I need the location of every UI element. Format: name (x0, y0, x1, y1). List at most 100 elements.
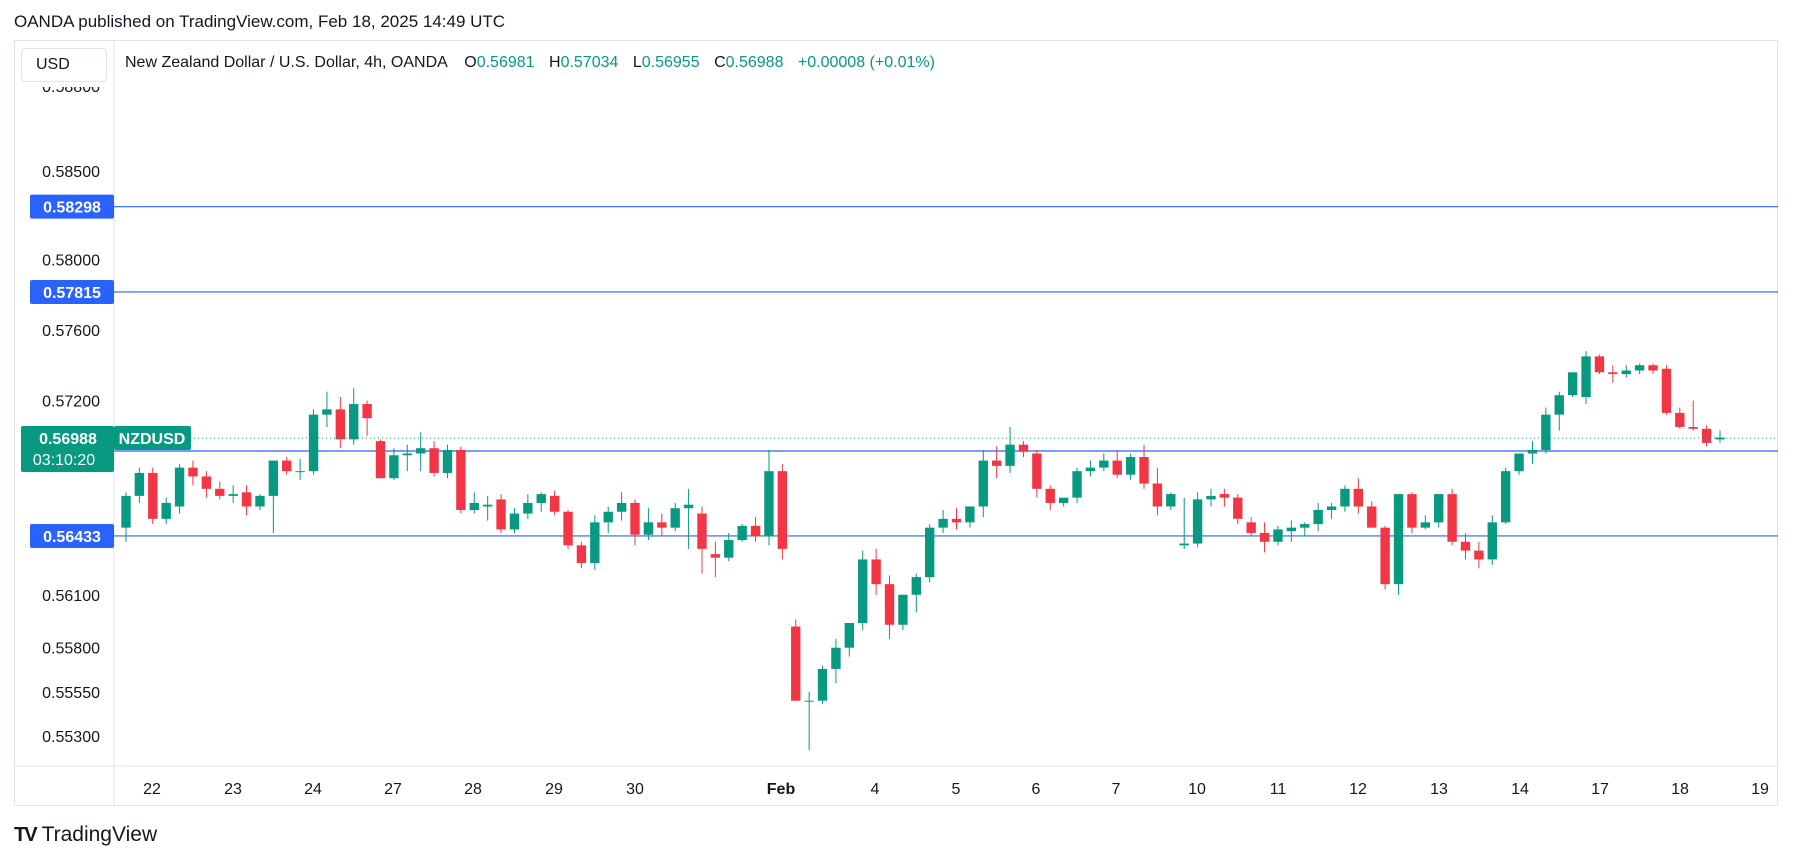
symbol-badge (114, 425, 191, 450)
candle-body (750, 525, 761, 537)
candle-body (1514, 453, 1524, 472)
candle-body (1648, 365, 1658, 371)
candle-body (523, 502, 533, 514)
candle-body (1460, 541, 1471, 551)
candle-body (1018, 444, 1029, 452)
candle-body (1474, 550, 1484, 560)
level-price-badge (30, 523, 114, 548)
tradingview-brand: TradingView (41, 823, 158, 846)
level-price-badge (30, 194, 114, 219)
candle-body (1380, 527, 1390, 585)
candle-body (764, 471, 774, 537)
candle-body (1219, 494, 1230, 498)
candle-body (402, 453, 412, 456)
candle-body (1152, 483, 1163, 507)
countdown-label: 03:10:20 (33, 452, 95, 469)
time-tick-label: 30 (626, 781, 644, 798)
candle-body (1085, 467, 1096, 472)
price-tick-label: 0.55300 (42, 729, 100, 746)
candle-body (375, 441, 386, 479)
candle-body (482, 504, 493, 507)
time-tick-label: 24 (304, 781, 322, 798)
time-tick-label: 7 (1112, 781, 1121, 798)
candle-body (188, 467, 198, 477)
candle-body (429, 448, 439, 473)
candle-body (282, 460, 292, 472)
candle-body (791, 626, 801, 701)
candle-body (295, 471, 305, 473)
time-tick-label: 11 (1270, 781, 1287, 798)
price-tick-label: 0.57600 (42, 323, 100, 340)
candle-body (1487, 522, 1497, 560)
candle-body (1139, 457, 1149, 484)
candle-body (456, 449, 466, 510)
published-caption: OANDA published on TradingView.com, Feb … (14, 12, 506, 31)
candle-body (817, 668, 828, 701)
time-tick-label: 14 (1511, 781, 1529, 798)
candle-body (911, 577, 921, 595)
candle-body (496, 499, 506, 530)
candle-body (1058, 497, 1069, 503)
candle-body (1701, 428, 1712, 443)
time-tick-label: 13 (1430, 781, 1448, 798)
candle-body (1125, 457, 1136, 475)
candle-body (1581, 356, 1591, 397)
candle-body (228, 494, 238, 496)
price-tick-label: 0.55550 (42, 685, 100, 702)
legend-low-label: L (632, 54, 642, 71)
candle-body (884, 584, 895, 625)
candle-body (938, 518, 948, 528)
candle-body (1072, 471, 1082, 498)
candle-body (335, 409, 346, 440)
candle-body (1045, 488, 1055, 503)
candle-body (978, 460, 988, 507)
legend-symbol[interactable]: New Zealand Dollar / U.S. Dollar, 4h, OA… (125, 54, 448, 71)
candle-body (349, 404, 359, 440)
time-tick-label: 6 (1032, 781, 1041, 798)
candle-body (174, 467, 185, 507)
time-tick-label: 5 (952, 781, 961, 798)
candle-body (389, 455, 399, 479)
candle-body (268, 460, 279, 496)
symbol-badge-label: NZDUSD (119, 431, 186, 448)
currency-button[interactable]: USD (21, 48, 107, 82)
candle-body (469, 502, 479, 510)
candle-body (1273, 529, 1283, 542)
legend-high-label: H (549, 54, 561, 71)
legend-close-label: C (714, 54, 726, 71)
candle-body (1313, 510, 1323, 525)
level-price-badge (30, 279, 114, 304)
candle-body (1286, 527, 1297, 532)
candle-body (965, 506, 975, 523)
candle-body (563, 511, 573, 546)
candle-body (630, 502, 640, 535)
candle-body (670, 508, 680, 528)
candle-body (121, 495, 131, 528)
last-price-label: 0.56988 (39, 431, 97, 448)
candle-body (322, 409, 332, 415)
candle-body (951, 518, 962, 523)
candle-body (1634, 365, 1645, 371)
candle-body (1367, 506, 1377, 528)
candle-body (1715, 437, 1725, 440)
candle-body (697, 513, 707, 549)
candle-body (590, 522, 600, 563)
tradingview-logo: TV TradingView (14, 823, 157, 847)
candle-body (737, 525, 747, 541)
candle-body (1112, 460, 1122, 475)
level-price-label: 0.56433 (43, 529, 101, 546)
time-tick-label: 17 (1591, 781, 1609, 798)
candle-body (1567, 372, 1578, 396)
candle-body (1541, 414, 1551, 450)
candle-body (255, 495, 265, 507)
candle-body (1259, 532, 1270, 542)
price-tick-label: 0.58000 (42, 252, 100, 269)
price-tick-label: 0.58500 (42, 164, 100, 181)
price-tick-label: 0.56100 (42, 588, 100, 605)
candle-body (1192, 499, 1203, 544)
candle-body (1246, 522, 1256, 533)
candle-body (991, 460, 1002, 466)
candle-body (804, 700, 814, 702)
candle-body (616, 502, 627, 512)
